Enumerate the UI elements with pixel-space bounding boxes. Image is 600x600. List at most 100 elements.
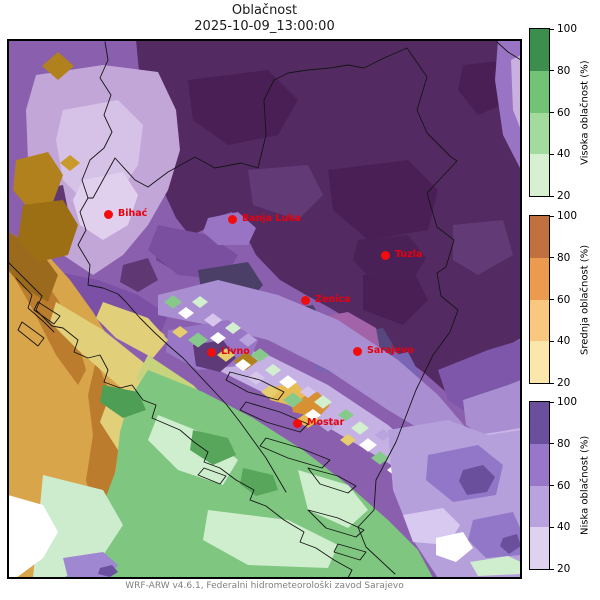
speckle <box>188 332 208 348</box>
map-frame <box>8 40 521 578</box>
tick-mark <box>550 28 554 30</box>
speckle <box>247 371 265 385</box>
visoka-tick-60: 60 <box>550 107 570 119</box>
tick-mark <box>550 485 554 486</box>
title-block: Oblačnost 2025-10-09_13:00:00 <box>8 3 521 35</box>
tick-label: 60 <box>557 293 571 306</box>
tick-mark <box>550 382 554 384</box>
visoka-tick-40: 40 <box>550 148 570 160</box>
speckle <box>225 322 241 334</box>
speckle <box>359 438 377 452</box>
niska-tick-100: 100 <box>550 396 577 408</box>
niska-tick-60: 60 <box>550 480 570 492</box>
speckle <box>210 332 226 344</box>
niska-tick-40: 40 <box>550 521 570 533</box>
tick-mark <box>550 153 554 155</box>
speckle <box>371 451 389 465</box>
niska-tick-20: 20 <box>550 563 570 575</box>
srednja-tick-100: 100 <box>550 210 577 222</box>
page-title: Oblačnost <box>231 3 298 18</box>
tick-label: 80 <box>557 64 571 77</box>
tick-label: 40 <box>557 335 571 348</box>
niska-colorbar-segment <box>530 485 549 528</box>
tick-label: 40 <box>557 521 571 534</box>
tick-label: 20 <box>557 190 571 202</box>
speckle <box>178 307 194 319</box>
srednja-colorbar-segment <box>530 299 549 342</box>
visoka-colorbar-segment <box>530 154 549 196</box>
country-borders <box>77 41 521 575</box>
colorbar-niska-axis-label: Niska oblačnost (%) <box>579 435 591 536</box>
speckle <box>351 421 369 435</box>
tick-label: 60 <box>557 106 571 119</box>
visoka-colorbar-segment <box>530 29 549 71</box>
tick-label: 20 <box>557 377 571 389</box>
tick-mark <box>550 526 554 528</box>
speckle <box>172 326 188 338</box>
niska-colorbar-segment <box>530 443 549 486</box>
tick-mark <box>550 443 554 445</box>
speckle <box>279 375 297 389</box>
tick-mark <box>550 568 554 570</box>
speckle <box>283 392 303 408</box>
srednja-colorbar-segment <box>530 341 549 383</box>
speckle <box>204 313 222 327</box>
tick-mark <box>550 215 554 217</box>
tick-mark <box>550 401 554 403</box>
colorbar-visoka-bar <box>529 28 550 197</box>
speckle <box>319 418 337 432</box>
srednja-tick-40: 40 <box>550 335 570 347</box>
tick-label: 100 <box>557 210 578 222</box>
tick-mark <box>550 70 554 72</box>
speckle <box>164 295 182 309</box>
colorbar-srednja-bar <box>529 215 550 384</box>
speckle <box>261 385 279 399</box>
tick-mark <box>550 112 554 113</box>
colorbar-niska-bar <box>529 401 550 570</box>
speckle <box>305 409 321 421</box>
speckle <box>235 359 251 371</box>
niska-colorbar-segment <box>530 527 549 569</box>
speckle <box>338 409 354 421</box>
speckle <box>217 348 235 362</box>
high-cloud-contours <box>8 370 433 578</box>
tick-mark <box>550 299 554 300</box>
visoka-colorbar-segment <box>530 70 549 113</box>
tick-label: 80 <box>557 251 571 264</box>
niska-colorbar-segment <box>530 402 549 444</box>
speckle <box>251 348 269 362</box>
colorbar-srednja: 100 80 60 40 20 Srednja oblačnost (%) <box>529 210 600 389</box>
speckle <box>375 429 391 441</box>
visoka-tick-20: 20 <box>550 190 570 202</box>
tick-label: 20 <box>557 563 571 575</box>
tick-mark <box>550 195 554 197</box>
srednja-tick-80: 80 <box>550 252 570 264</box>
tick-label: 60 <box>557 479 571 492</box>
srednja-colorbar-segment <box>530 257 549 300</box>
page-subtitle: 2025-10-09_13:00:00 <box>194 19 335 34</box>
colorbar-niska: 100 80 60 40 20 Niska oblačnost (%) <box>529 396 600 575</box>
speckle <box>340 434 356 446</box>
speckle <box>300 386 316 398</box>
visoka-tick-100: 100 <box>550 23 577 35</box>
speckle <box>265 364 281 376</box>
srednja-tick-60: 60 <box>550 294 570 306</box>
footer-credit: WRF-ARW v4.6.1, Federalni hidrometeorolo… <box>125 581 404 591</box>
colorbar-srednja-axis-label: Srednja oblačnost (%) <box>579 244 591 355</box>
visoka-tick-80: 80 <box>550 65 570 77</box>
speckle <box>239 333 257 347</box>
colorbar-visoka-axis-label: Visoka oblačnost (%) <box>579 60 591 165</box>
low-cloud-southeast <box>388 420 521 578</box>
speckle <box>192 296 208 308</box>
speckle <box>314 395 332 409</box>
tick-label: 80 <box>557 437 571 450</box>
niska-tick-80: 80 <box>550 438 570 450</box>
tick-mark <box>550 340 554 342</box>
colorbar-visoka: 100 80 60 40 20 Visoka oblačnost (%) <box>529 23 600 202</box>
tick-label: 100 <box>557 396 578 408</box>
tick-label: 40 <box>557 148 571 161</box>
tick-mark <box>550 257 554 259</box>
coastline <box>8 261 367 578</box>
map-plot-area: Bihać Banja Luka Tuzla Zenica Livno Sarajevo M… <box>7 39 522 579</box>
srednja-tick-20: 20 <box>550 377 570 389</box>
